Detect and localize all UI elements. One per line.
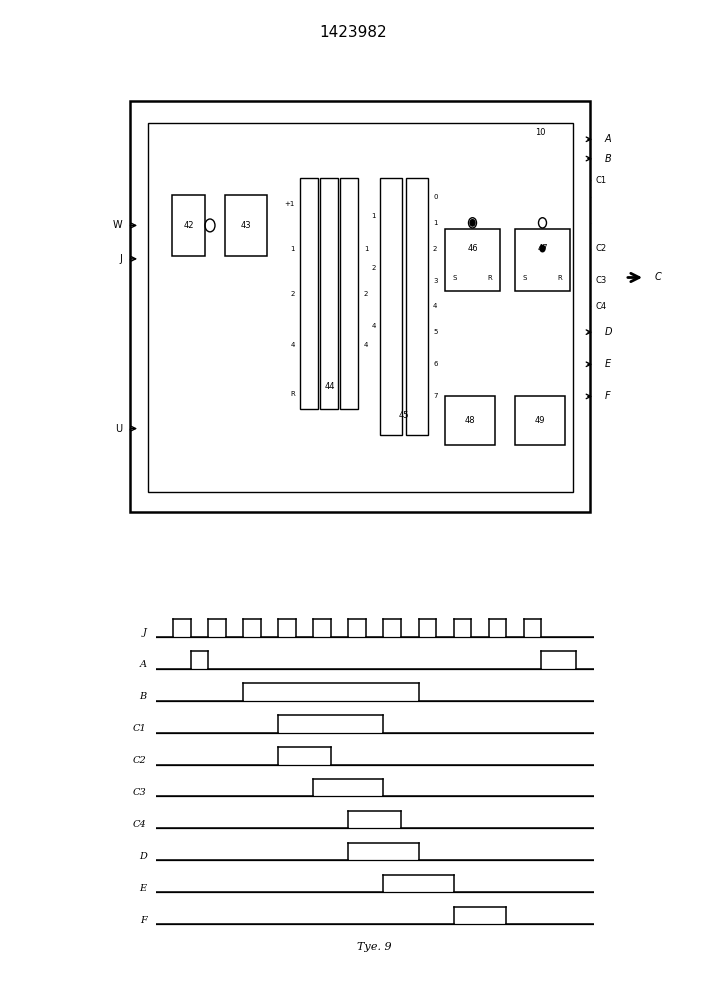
Text: R: R xyxy=(488,275,492,281)
Text: D: D xyxy=(605,327,612,337)
Text: 42: 42 xyxy=(183,221,194,230)
Bar xyxy=(406,178,428,435)
Text: C4: C4 xyxy=(133,820,147,829)
Text: A: A xyxy=(140,660,147,669)
Text: E: E xyxy=(140,884,147,893)
Text: R: R xyxy=(291,391,295,397)
Text: R: R xyxy=(558,275,562,281)
Text: 4: 4 xyxy=(372,323,376,329)
Text: 5: 5 xyxy=(433,329,438,335)
Text: 4: 4 xyxy=(291,342,295,348)
Text: 46: 46 xyxy=(467,244,478,253)
Text: C1: C1 xyxy=(133,724,147,733)
Text: +1: +1 xyxy=(285,201,295,207)
Text: 2: 2 xyxy=(433,246,438,252)
Bar xyxy=(172,195,205,256)
Text: 1: 1 xyxy=(433,220,438,226)
Text: 44: 44 xyxy=(325,382,335,391)
Bar xyxy=(320,178,338,409)
Text: C2: C2 xyxy=(133,756,147,765)
Text: 43: 43 xyxy=(240,221,251,230)
Text: 7: 7 xyxy=(433,393,438,399)
Text: F: F xyxy=(605,391,611,401)
Bar xyxy=(445,229,500,291)
Bar xyxy=(380,178,402,435)
Text: S: S xyxy=(522,275,527,281)
Text: 49: 49 xyxy=(534,416,545,425)
Text: C2: C2 xyxy=(595,244,606,253)
Bar xyxy=(515,396,565,445)
Text: D: D xyxy=(139,852,147,861)
Text: J: J xyxy=(119,254,122,264)
Text: E: E xyxy=(605,359,611,369)
Circle shape xyxy=(540,245,545,252)
Text: 1: 1 xyxy=(371,213,376,219)
Text: 4: 4 xyxy=(364,342,368,348)
Bar xyxy=(225,195,267,256)
Text: B: B xyxy=(140,692,147,701)
Text: A: A xyxy=(605,134,612,144)
Text: 4: 4 xyxy=(433,303,438,309)
Text: S: S xyxy=(452,275,457,281)
Text: 2: 2 xyxy=(364,291,368,297)
Text: C4: C4 xyxy=(595,302,606,311)
Bar xyxy=(300,178,318,409)
Text: C3: C3 xyxy=(133,788,147,797)
Text: C3: C3 xyxy=(595,276,606,285)
Bar xyxy=(445,396,495,445)
Text: 1: 1 xyxy=(291,246,295,252)
Text: 1423982: 1423982 xyxy=(320,25,387,40)
Text: 2: 2 xyxy=(372,265,376,271)
Bar xyxy=(515,229,570,291)
Text: 3: 3 xyxy=(433,278,438,284)
Bar xyxy=(130,101,590,512)
Bar xyxy=(148,123,573,492)
Text: J: J xyxy=(143,628,147,637)
Text: 48: 48 xyxy=(464,416,475,425)
Text: B: B xyxy=(605,154,612,164)
Circle shape xyxy=(470,220,475,226)
Text: C1: C1 xyxy=(595,176,606,185)
Text: 47: 47 xyxy=(537,244,548,253)
Text: U: U xyxy=(115,424,122,434)
Text: Τуе. 9: Τуе. 9 xyxy=(358,942,392,952)
Text: 45: 45 xyxy=(399,411,409,420)
Text: 10: 10 xyxy=(535,128,546,137)
Text: 1: 1 xyxy=(364,246,368,252)
Text: 6: 6 xyxy=(433,361,438,367)
Text: F: F xyxy=(140,916,147,925)
Text: C: C xyxy=(655,272,662,282)
Text: 2: 2 xyxy=(291,291,295,297)
Bar xyxy=(340,178,358,409)
Text: 0: 0 xyxy=(433,194,438,200)
Text: W: W xyxy=(112,220,122,230)
